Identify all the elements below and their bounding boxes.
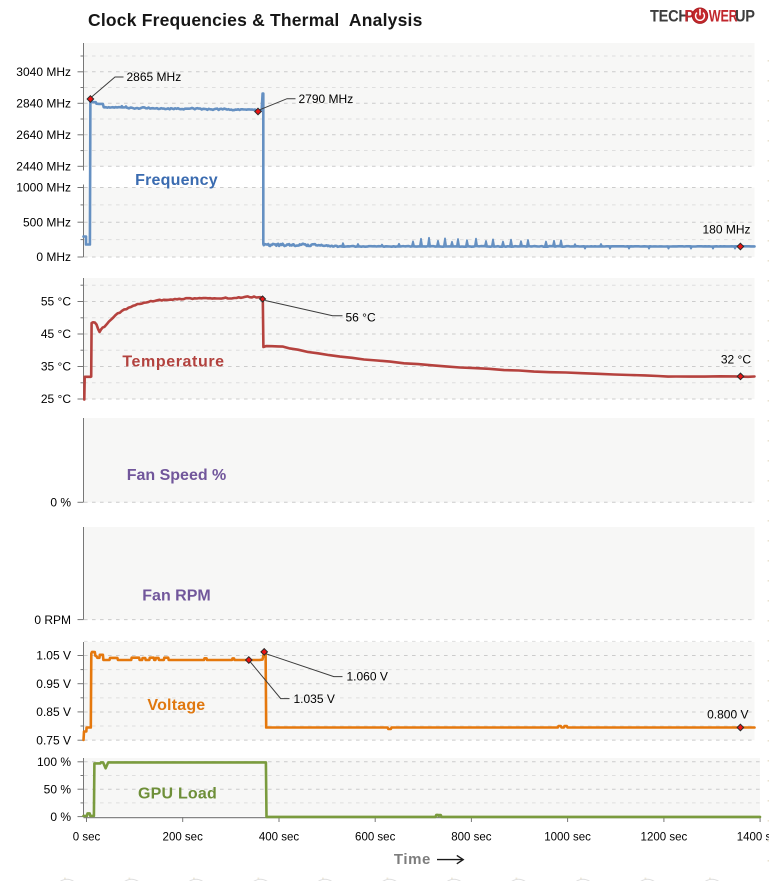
svg-text:Frequency: Frequency (135, 172, 218, 189)
svg-text:0.85 V: 0.85 V (36, 705, 71, 719)
svg-text:P: P (684, 8, 694, 26)
svg-text:0.95 V: 0.95 V (36, 677, 71, 691)
svg-text:WER: WER (709, 8, 738, 26)
svg-text:1000 MHz: 1000 MHz (16, 181, 71, 195)
svg-text:56 °C: 56 °C (346, 310, 376, 324)
svg-text:Fan RPM: Fan RPM (142, 588, 210, 605)
svg-text:35 °C: 35 °C (41, 360, 71, 374)
svg-text:2790 MHz: 2790 MHz (299, 92, 354, 106)
svg-text:GPU Load: GPU Load (138, 786, 217, 803)
svg-text:1.060 V: 1.060 V (347, 670, 388, 684)
svg-text:0 MHz: 0 MHz (36, 250, 71, 264)
svg-text:1.05 V: 1.05 V (36, 649, 71, 663)
svg-text:45 °C: 45 °C (41, 327, 71, 341)
svg-text:200 sec: 200 sec (163, 831, 204, 843)
svg-text:Temperature: Temperature (122, 354, 224, 371)
svg-text:500 MHz: 500 MHz (23, 215, 71, 229)
svg-text:Voltage: Voltage (147, 697, 205, 714)
svg-text:25 °C: 25 °C (41, 392, 71, 406)
svg-text:800 sec: 800 sec (451, 831, 492, 843)
svg-text:1000 sec: 1000 sec (544, 831, 591, 843)
svg-text:2840 MHz: 2840 MHz (16, 97, 71, 111)
svg-text:50 %: 50 % (44, 782, 72, 796)
svg-text:0.75 V: 0.75 V (36, 733, 71, 747)
svg-text:600 sec: 600 sec (355, 831, 396, 843)
svg-text:3040 MHz: 3040 MHz (16, 65, 71, 79)
svg-text:0 RPM: 0 RPM (34, 613, 71, 627)
svg-text:400 sec: 400 sec (259, 831, 300, 843)
svg-text:2865 MHz: 2865 MHz (127, 70, 182, 84)
svg-text:1200 sec: 1200 sec (641, 831, 688, 843)
svg-text:0.800 V: 0.800 V (707, 708, 748, 722)
svg-text:Time: Time (394, 851, 431, 868)
svg-text:0 %: 0 % (50, 810, 71, 824)
svg-text:Fan Speed %: Fan Speed % (127, 467, 227, 484)
svg-text:0 sec: 0 sec (73, 831, 101, 843)
svg-text:0 %: 0 % (50, 496, 71, 510)
svg-text:55 °C: 55 °C (41, 295, 71, 309)
svg-text:2440 MHz: 2440 MHz (16, 160, 71, 174)
svg-text:2640 MHz: 2640 MHz (16, 128, 71, 142)
svg-text:32 °C: 32 °C (721, 353, 751, 367)
svg-text:1400 sec: 1400 sec (737, 831, 769, 843)
svg-text:100 %: 100 % (37, 755, 71, 769)
svg-text:1.035 V: 1.035 V (294, 692, 335, 706)
svg-text:TECH: TECH (650, 8, 689, 26)
svg-text:180 MHz: 180 MHz (702, 223, 750, 237)
svg-text:UP: UP (735, 8, 755, 26)
